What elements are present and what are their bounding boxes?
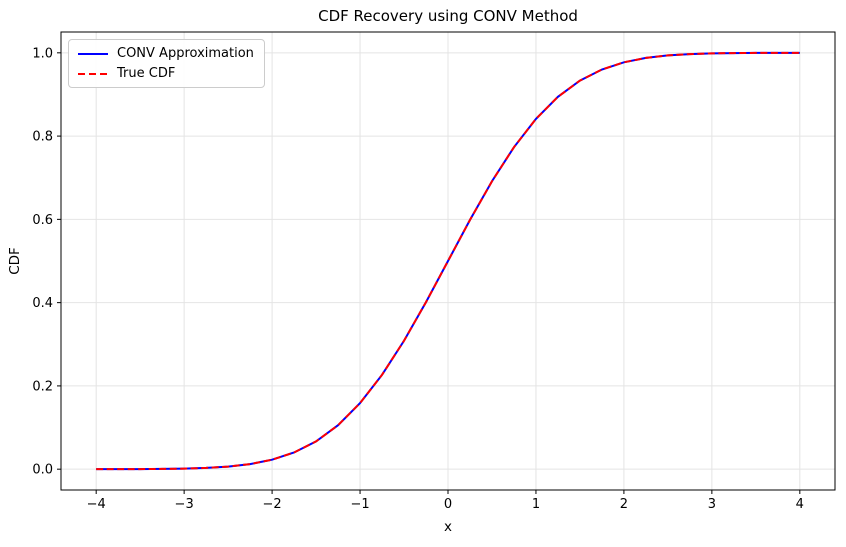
y-tick-label: 0.0 <box>32 463 53 478</box>
x-tick-label: 2 <box>620 497 628 512</box>
x-tick-label: 1 <box>532 497 540 512</box>
y-tick-label: 1.0 <box>32 46 53 61</box>
x-tick-label: −2 <box>263 497 282 512</box>
x-tick-label: −3 <box>175 497 194 512</box>
x-tick-label: 4 <box>796 497 804 512</box>
legend-label: True CDF <box>117 66 176 81</box>
y-tick-label: 0.8 <box>32 130 53 145</box>
y-tick-label: 0.2 <box>32 379 53 394</box>
legend-item: True CDF <box>77 66 254 81</box>
x-tick-label: 3 <box>708 497 716 512</box>
x-axis-label: x <box>444 519 452 535</box>
y-tick-label: 0.6 <box>32 213 53 228</box>
true-cdf-line-sample <box>78 72 108 75</box>
y-axis-label: CDF <box>7 247 23 275</box>
legend-label: CONV Approximation <box>117 46 254 61</box>
chart-title: CDF Recovery using CONV Method <box>318 7 578 25</box>
legend-item: CONV Approximation <box>77 46 254 61</box>
x-tick-label: 0 <box>444 497 452 512</box>
x-tick-label: −4 <box>87 497 106 512</box>
x-tick-label: −1 <box>350 497 369 512</box>
y-tick-label: 0.4 <box>32 296 53 311</box>
legend: CONV Approximation True CDF <box>68 39 265 88</box>
conv-approximation-line-sample <box>78 52 108 55</box>
series-line-1 <box>96 51 800 471</box>
